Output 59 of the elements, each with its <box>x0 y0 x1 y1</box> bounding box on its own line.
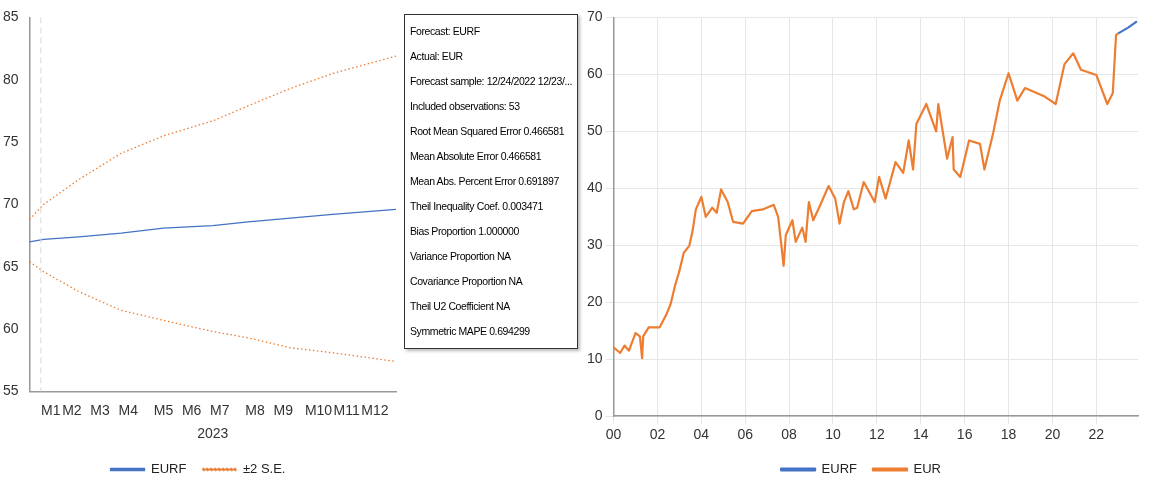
line-series <box>28 55 397 221</box>
x-tick-label: M10 <box>304 401 333 418</box>
y-tick-label: 40 <box>587 179 603 196</box>
x-tick-label: 12 <box>869 426 885 443</box>
x-tick-label: 08 <box>781 426 798 443</box>
x-tick-label: 18 <box>1000 426 1017 443</box>
x-tick-label: M4 <box>118 401 139 418</box>
x-tick-label: M3 <box>90 401 110 418</box>
x-tick-label: 10 <box>825 426 842 443</box>
text: Root Mean Squared Error 0.466581 <box>410 124 566 139</box>
y-tick-label: 55 <box>2 382 19 399</box>
text: Forecast: EURF <box>410 24 481 39</box>
x-tick-label: M9 <box>273 401 294 418</box>
text: Theil Inequality Coef. 0.003471 <box>410 199 544 214</box>
x-tick-label: 22 <box>1088 426 1105 443</box>
x-tick-label: 14 <box>913 426 929 443</box>
text: Mean Absolute Error 0.466581 <box>410 149 543 164</box>
x-tick-label: 06 <box>737 426 754 443</box>
text: Variance Proportion NA <box>410 249 512 264</box>
text: Bias Proportion 1.000000 <box>410 224 520 239</box>
x-tick-label: M7 <box>210 401 230 418</box>
y-tick-label: 70 <box>2 195 19 212</box>
y-tick-label: 85 <box>2 8 19 25</box>
y-tick-label: 10 <box>587 350 603 367</box>
legend-label: EURF <box>821 461 858 477</box>
text: Actual: EUR <box>410 49 464 64</box>
y-tick-label: 20 <box>587 293 603 310</box>
x-tick-label: M6 <box>181 401 202 418</box>
y-tick-label: 60 <box>587 65 603 82</box>
y-tick-label: 65 <box>2 257 19 274</box>
y-tick-label: 30 <box>587 236 603 253</box>
y-tick-label: 75 <box>2 132 19 149</box>
x-tick-label: 16 <box>956 426 973 443</box>
y-tick-label: 50 <box>587 122 603 139</box>
text: Theil U2 Coefficient NA <box>410 299 511 314</box>
x-tick-label: M5 <box>153 401 174 418</box>
line-series <box>28 261 397 363</box>
y-tick-label: 0 <box>594 407 603 424</box>
x-tick-label: M1 <box>40 401 61 418</box>
x-tick-label: M11 <box>333 401 360 418</box>
text: Forecast sample: 12/24/2022 12/23/... <box>410 74 573 89</box>
x-tick-label: 00 <box>605 426 622 443</box>
x-tick-label: M8 <box>245 401 265 418</box>
x-axis-title: 2023 <box>197 425 229 442</box>
text: Covariance Proportion NA <box>410 274 524 289</box>
legend-label: EUR <box>913 461 941 477</box>
y-tick-label: 80 <box>2 70 19 87</box>
x-tick-label: 02 <box>649 426 666 443</box>
x-tick-label: 04 <box>693 426 710 443</box>
text: Included observations: 53 <box>410 99 521 114</box>
text: Symmetric MAPE 0.694299 <box>410 324 531 339</box>
y-tick-label: 70 <box>587 8 603 25</box>
text: Mean Abs. Percent Error 0.691897 <box>410 174 560 189</box>
x-tick-label: M2 <box>62 401 82 418</box>
x-tick-label: M12 <box>361 401 389 418</box>
legend-label: ±2 S.E. <box>242 461 286 477</box>
x-tick-label: 20 <box>1044 426 1061 443</box>
legend-label: EURF <box>151 461 187 477</box>
y-tick-label: 60 <box>2 319 19 336</box>
